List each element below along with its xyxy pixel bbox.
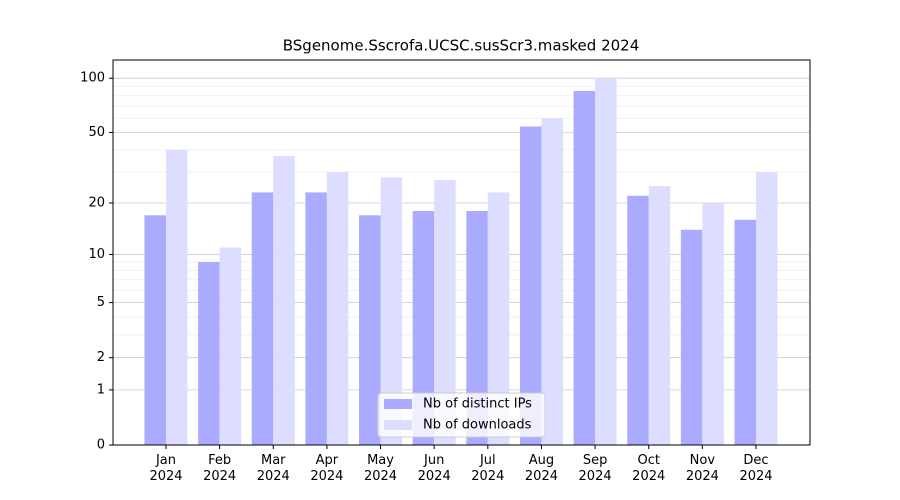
bar bbox=[198, 261, 220, 445]
x-tick-label: Jul 2024 bbox=[471, 453, 505, 484]
bar bbox=[144, 215, 166, 445]
bar bbox=[412, 210, 435, 445]
bar bbox=[326, 172, 349, 445]
y-tick-label: 1 bbox=[97, 382, 105, 397]
bar bbox=[541, 118, 563, 445]
bar bbox=[380, 177, 403, 445]
x-tick-label: Jan 2024 bbox=[149, 453, 183, 484]
bar bbox=[734, 219, 756, 445]
x-tick-label: May 2024 bbox=[363, 453, 398, 484]
bar bbox=[166, 149, 188, 445]
x-tick-label: Oct 2024 bbox=[632, 453, 666, 484]
legend-label: Nb of distinct IPs bbox=[423, 397, 532, 412]
x-tick-label: Apr 2024 bbox=[310, 453, 344, 484]
y-tick-label: 20 bbox=[88, 196, 105, 211]
bar bbox=[305, 192, 327, 445]
legend-box bbox=[377, 392, 546, 438]
bar bbox=[487, 192, 510, 445]
y-tick-label: 2 bbox=[97, 350, 105, 365]
x-tick-label: Sep 2024 bbox=[578, 453, 612, 484]
plot-frame bbox=[112, 59, 811, 446]
x-tick-label: Feb 2024 bbox=[203, 453, 237, 484]
legend-swatch bbox=[384, 399, 412, 409]
x-tick-label: Aug 2024 bbox=[524, 453, 558, 484]
bar bbox=[573, 90, 596, 445]
bar bbox=[595, 78, 617, 446]
bar bbox=[273, 155, 295, 445]
y-tick-label: 10 bbox=[88, 247, 105, 262]
bar bbox=[219, 247, 242, 445]
chart-title: BSgenome.Sscrofa.UCSC.susScr3.masked 202… bbox=[283, 37, 640, 55]
x-tick-label: Nov 2024 bbox=[685, 453, 719, 484]
y-tick-label: 100 bbox=[80, 71, 105, 86]
legend-swatch bbox=[384, 420, 412, 430]
x-tick-label: Dec 2024 bbox=[739, 453, 773, 484]
bar bbox=[466, 210, 488, 445]
y-tick-label: 5 bbox=[97, 295, 105, 310]
y-tick-label: 0 bbox=[97, 438, 105, 453]
bar bbox=[519, 126, 542, 446]
bar bbox=[648, 186, 671, 445]
x-tick-label: Mar 2024 bbox=[256, 453, 290, 484]
bar bbox=[756, 172, 778, 445]
bar bbox=[251, 192, 274, 445]
y-tick-label: 50 bbox=[88, 125, 105, 140]
bar bbox=[702, 203, 724, 445]
bar bbox=[359, 215, 381, 445]
bar bbox=[434, 180, 456, 445]
bar bbox=[627, 195, 649, 445]
x-tick-label: Jun 2024 bbox=[417, 453, 451, 484]
bar bbox=[680, 229, 703, 445]
legend-label: Nb of downloads bbox=[423, 418, 532, 433]
